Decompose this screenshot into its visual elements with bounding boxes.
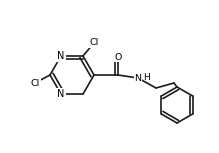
Text: O: O xyxy=(114,52,122,62)
Text: H: H xyxy=(143,73,150,82)
Text: N: N xyxy=(57,51,65,61)
Text: Cl: Cl xyxy=(30,78,40,88)
Text: Cl: Cl xyxy=(89,38,99,47)
Text: N: N xyxy=(134,73,141,82)
Text: N: N xyxy=(57,89,65,99)
